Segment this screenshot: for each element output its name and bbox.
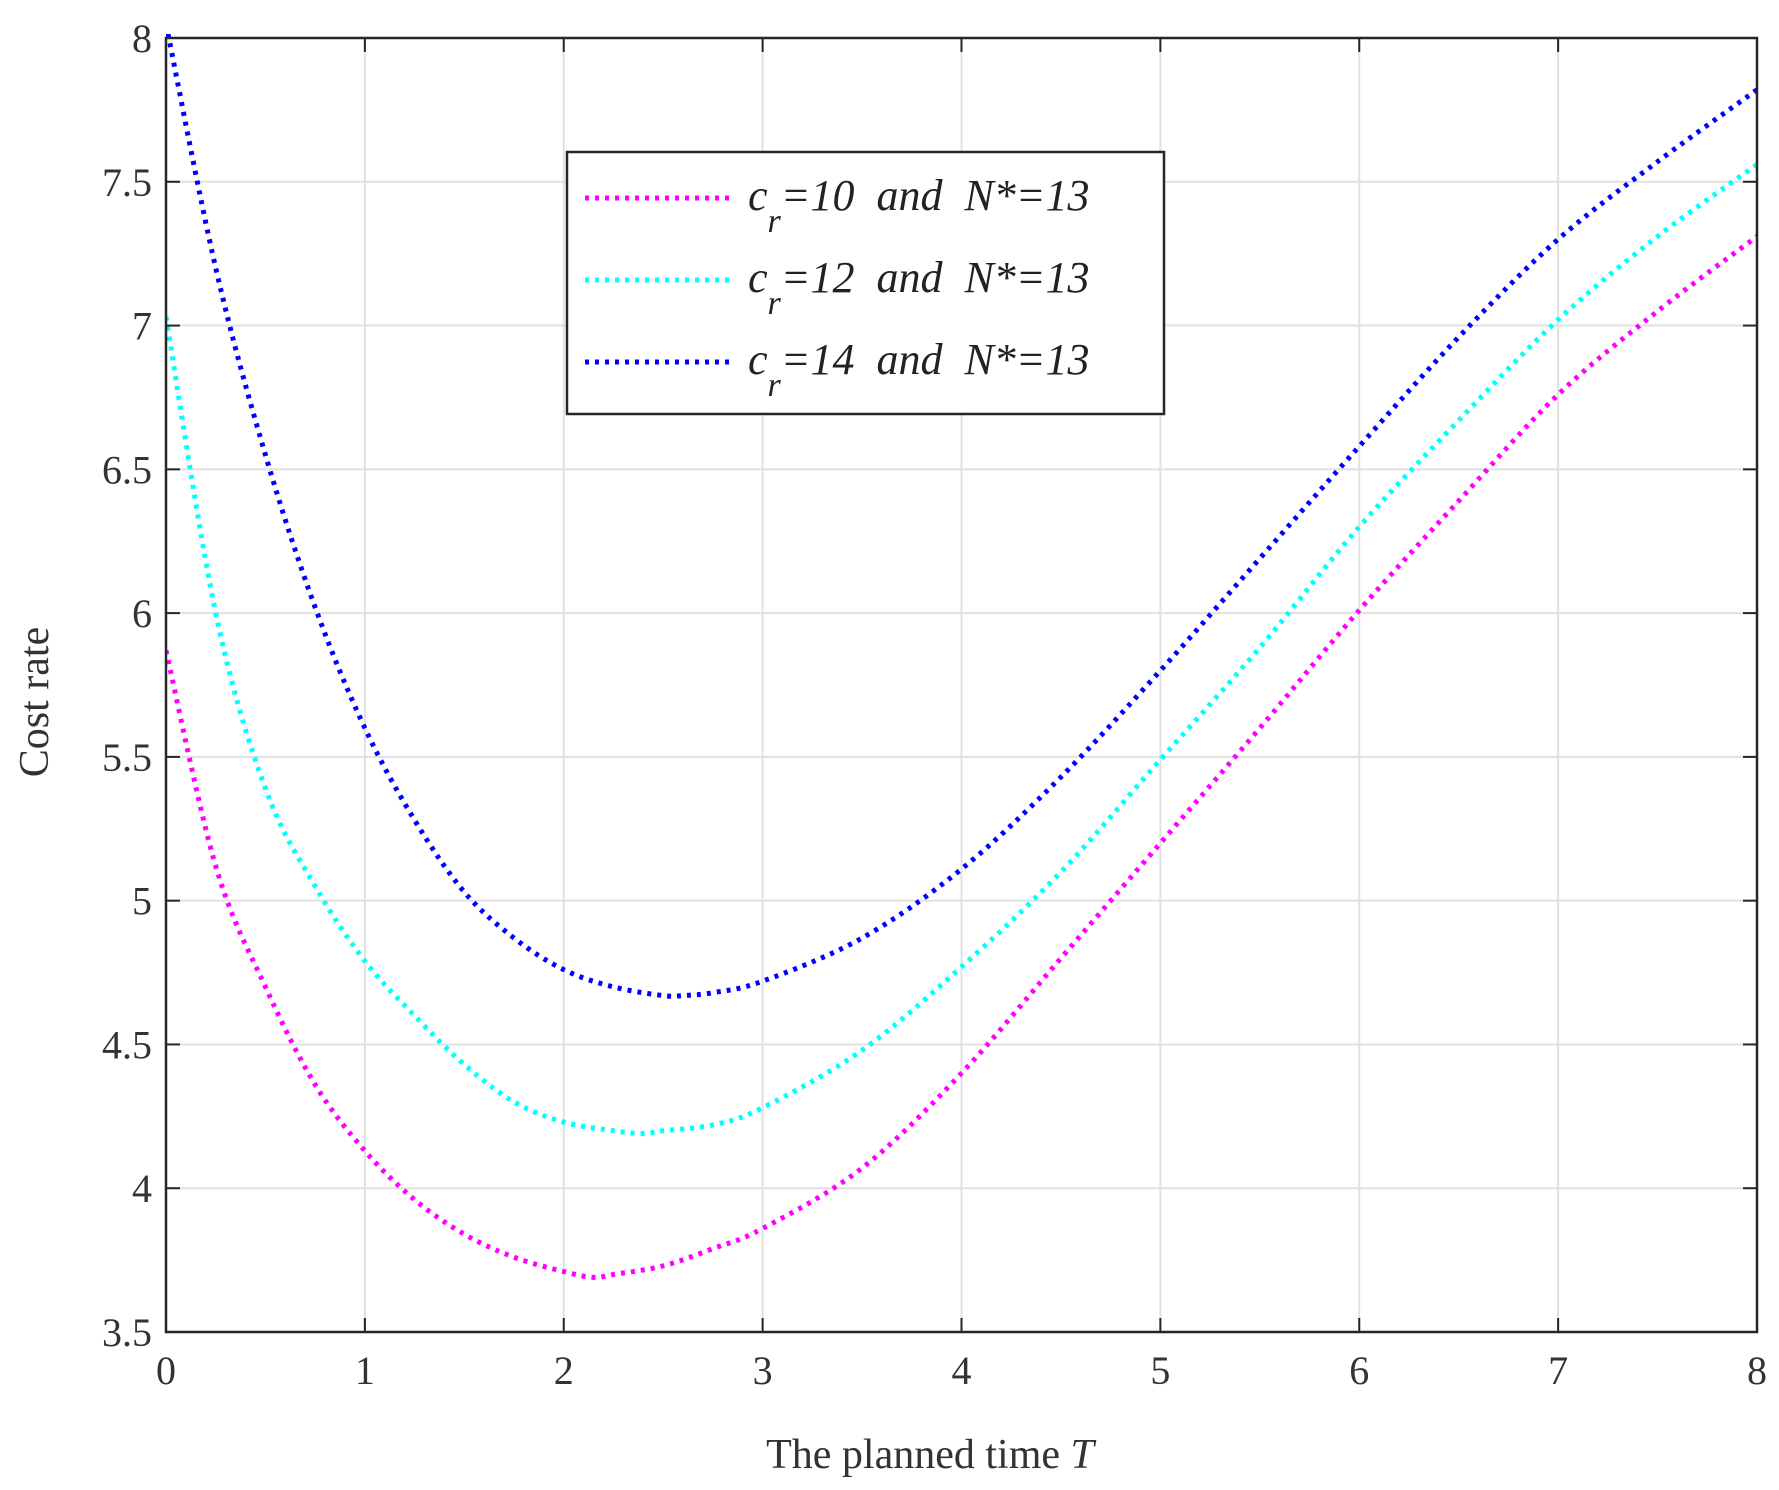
axis-ticks bbox=[165, 37, 1758, 1333]
legend-label-1: cr=10 and N*=13 bbox=[748, 171, 1090, 240]
y-tick-label: 6.5 bbox=[102, 447, 152, 492]
legend-rest: =10 and N*=13 bbox=[781, 171, 1090, 220]
legend-subscript: r bbox=[768, 367, 782, 404]
x-tick-label: 5 bbox=[1150, 1348, 1170, 1393]
x-tick-label: 2 bbox=[554, 1348, 574, 1393]
y-tick-label: 4.5 bbox=[102, 1022, 152, 1067]
legend-rest: =12 and N*=13 bbox=[781, 253, 1090, 302]
y-tick-label: 5.5 bbox=[102, 735, 152, 780]
x-axis-label: The planned time bbox=[766, 1432, 1060, 1478]
legend-label-3: cr=14 and N*=13 bbox=[748, 335, 1090, 404]
y-tick-label: 7.5 bbox=[102, 160, 152, 205]
y-tick-label: 3.5 bbox=[102, 1310, 152, 1355]
y-tick-label: 8 bbox=[132, 16, 152, 61]
y-axis-title: Cost rate bbox=[12, 627, 58, 777]
legend-subscript: r bbox=[768, 285, 782, 322]
x-tick-label: 8 bbox=[1747, 1348, 1767, 1393]
x-tick-label: 1 bbox=[355, 1348, 375, 1393]
series-layer bbox=[166, 34, 1757, 1280]
x-tick-label: 4 bbox=[952, 1348, 972, 1393]
x-axis-title: The planned time T bbox=[766, 1432, 1096, 1478]
legend-symbol: c bbox=[748, 253, 768, 302]
y-tick-label: 4 bbox=[132, 1166, 152, 1211]
legend-symbol: c bbox=[748, 171, 768, 220]
legend-rest: =14 and N*=13 bbox=[781, 335, 1090, 384]
x-tick-label: 7 bbox=[1548, 1348, 1568, 1393]
x-tick-labels: 0 1 2 3 4 5 6 7 8 bbox=[156, 1348, 1767, 1393]
series-line-2 bbox=[166, 162, 1757, 1137]
y-tick-labels: 3.5 4 4.5 5 5.5 6 6.5 7 7.5 8 bbox=[102, 16, 152, 1355]
series-line-3 bbox=[166, 34, 1757, 999]
x-axis-variable: T bbox=[1071, 1432, 1097, 1478]
legend-label-2: cr=12 and N*=13 bbox=[748, 253, 1090, 322]
x-tick-label: 3 bbox=[753, 1348, 773, 1393]
y-tick-label: 7 bbox=[132, 304, 152, 349]
legend-subscript: r bbox=[768, 203, 782, 240]
y-tick-label: 6 bbox=[132, 591, 152, 636]
x-tick-label: 6 bbox=[1349, 1348, 1369, 1393]
y-tick-label: 5 bbox=[132, 879, 152, 924]
legend-symbol: c bbox=[748, 335, 768, 384]
x-tick-label: 0 bbox=[156, 1348, 176, 1393]
